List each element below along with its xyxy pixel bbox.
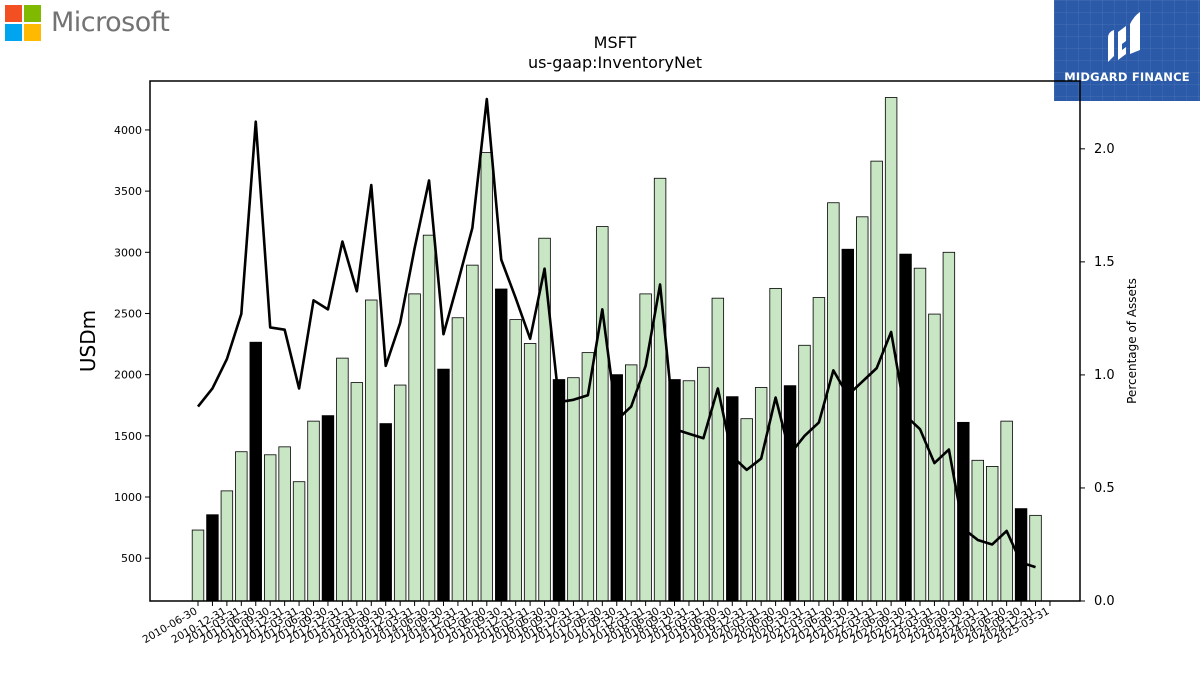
bar-2018-12-31: [682, 380, 696, 602]
bar-2012-06-30: [307, 420, 320, 602]
bar-2011-03-31: [235, 451, 248, 602]
bar-2015-09-30: [495, 288, 508, 602]
y-tick-label: 1000: [114, 491, 142, 504]
bar-2015-03-31: [466, 264, 479, 602]
percentage-of-assets-line: [196, 97, 1036, 569]
bar-2019-03-31: [697, 366, 710, 602]
bar-2024-12-31: [1029, 514, 1042, 602]
bar-2010-06-30: [191, 529, 205, 602]
left-axis-ticks: 500 1000 1500 2000 2500 3000 3500 4000: [114, 124, 150, 565]
y-tick-label: 2000: [114, 369, 142, 382]
x-axis-ticks: 2010-06-302010-12-312011-03-312011-06-30…: [141, 601, 1051, 646]
bar-2022-09-30: [899, 253, 912, 602]
midgard-finance-wordmark: MIDGARD FINANCE: [1064, 70, 1190, 84]
bar-2013-03-31: [350, 382, 364, 602]
bar-2011-06-30: [249, 341, 262, 602]
bar-2014-06-30: [422, 234, 436, 602]
bar-2012-09-30: [321, 415, 335, 602]
y2-tick-label: 2.0: [1094, 142, 1115, 157]
chart-title: MSFT: [594, 33, 637, 52]
bar-2023-06-30: [942, 251, 956, 602]
bar-2016-03-31: [523, 343, 537, 602]
logo-square-yellow: [24, 24, 41, 41]
bar-2020-12-31: [798, 344, 811, 602]
y-tick-label: 4000: [114, 124, 142, 137]
bar-2013-09-30: [379, 423, 392, 602]
logo-square-green: [24, 5, 41, 22]
bar-series: [191, 97, 1042, 602]
bar-2024-03-31: [986, 466, 999, 602]
bar-2021-06-30: [827, 202, 840, 602]
y-tick-label: 3500: [114, 185, 142, 198]
y2-tick-label: 1.0: [1094, 368, 1115, 383]
bar-2010-12-31: [220, 490, 234, 602]
bar-2021-03-31: [812, 297, 826, 602]
bar-2014-03-31: [408, 293, 421, 602]
bar-2018-09-30: [668, 379, 681, 602]
bar-2011-09-30: [263, 454, 277, 602]
bar-2017-12-31: [625, 364, 638, 602]
right-axis-ticks: 0.0 0.5 1.0 1.5 2.0: [1080, 142, 1115, 609]
bar-2019-06-30: [711, 297, 725, 602]
bar-2016-09-30: [552, 379, 566, 602]
y-tick-label: 2500: [114, 307, 142, 320]
bar-2022-12-31: [913, 267, 927, 602]
bar-2014-09-30: [437, 368, 450, 602]
bar-2012-03-31: [292, 481, 306, 602]
bar-2010-09-30: [206, 514, 219, 602]
y2-axis-label: Percentage of Assets: [1125, 278, 1139, 404]
bar-2019-12-31: [740, 418, 753, 602]
bar-2012-12-31: [336, 357, 349, 602]
bar-2020-09-30: [783, 385, 797, 602]
y-axis-label: USDm: [76, 310, 100, 372]
bar-2020-06-30: [769, 287, 782, 602]
microsoft-logo: Microsoft: [5, 5, 185, 45]
bar-2013-12-31: [393, 384, 407, 602]
bar-2015-06-30: [480, 152, 494, 602]
y-tick-label: 500: [121, 552, 142, 565]
bar-2021-09-30: [841, 248, 855, 602]
chart-subtitle: us-gaap:InventoryNet: [528, 53, 702, 72]
y2-tick-label: 1.5: [1094, 255, 1115, 270]
y-tick-label: 3000: [114, 246, 142, 259]
logo-square-red: [5, 5, 22, 22]
bar-2022-03-31: [870, 160, 883, 602]
plot-frame: [149, 80, 1081, 602]
bar-2015-12-31: [509, 319, 522, 602]
microsoft-wordmark: Microsoft: [51, 7, 170, 38]
bar-2021-12-31: [856, 216, 869, 602]
bar-2023-12-31: [971, 459, 984, 602]
logo-square-blue: [5, 24, 22, 41]
bar-2017-06-30: [596, 226, 609, 602]
y2-tick-label: 0.0: [1094, 594, 1115, 609]
bar-2016-12-31: [567, 377, 580, 602]
bar-2020-03-31: [754, 387, 768, 602]
y-tick-label: 1500: [114, 430, 142, 443]
bar-2011-12-31: [278, 446, 291, 602]
y2-tick-label: 0.5: [1094, 481, 1115, 496]
bar-2019-09-30: [726, 396, 739, 602]
midgard-finance-logo: MIDGARD FINANCE: [1054, 0, 1200, 101]
bar-2024-06-30: [1000, 420, 1013, 602]
midgard-m-icon: [1108, 12, 1140, 62]
bar-2013-06-30: [365, 299, 378, 602]
bar-2018-06-30: [653, 177, 667, 602]
bar-2014-12-31: [451, 317, 465, 602]
microsoft-windows-icon: [5, 5, 41, 41]
bar-2017-09-30: [610, 374, 623, 602]
